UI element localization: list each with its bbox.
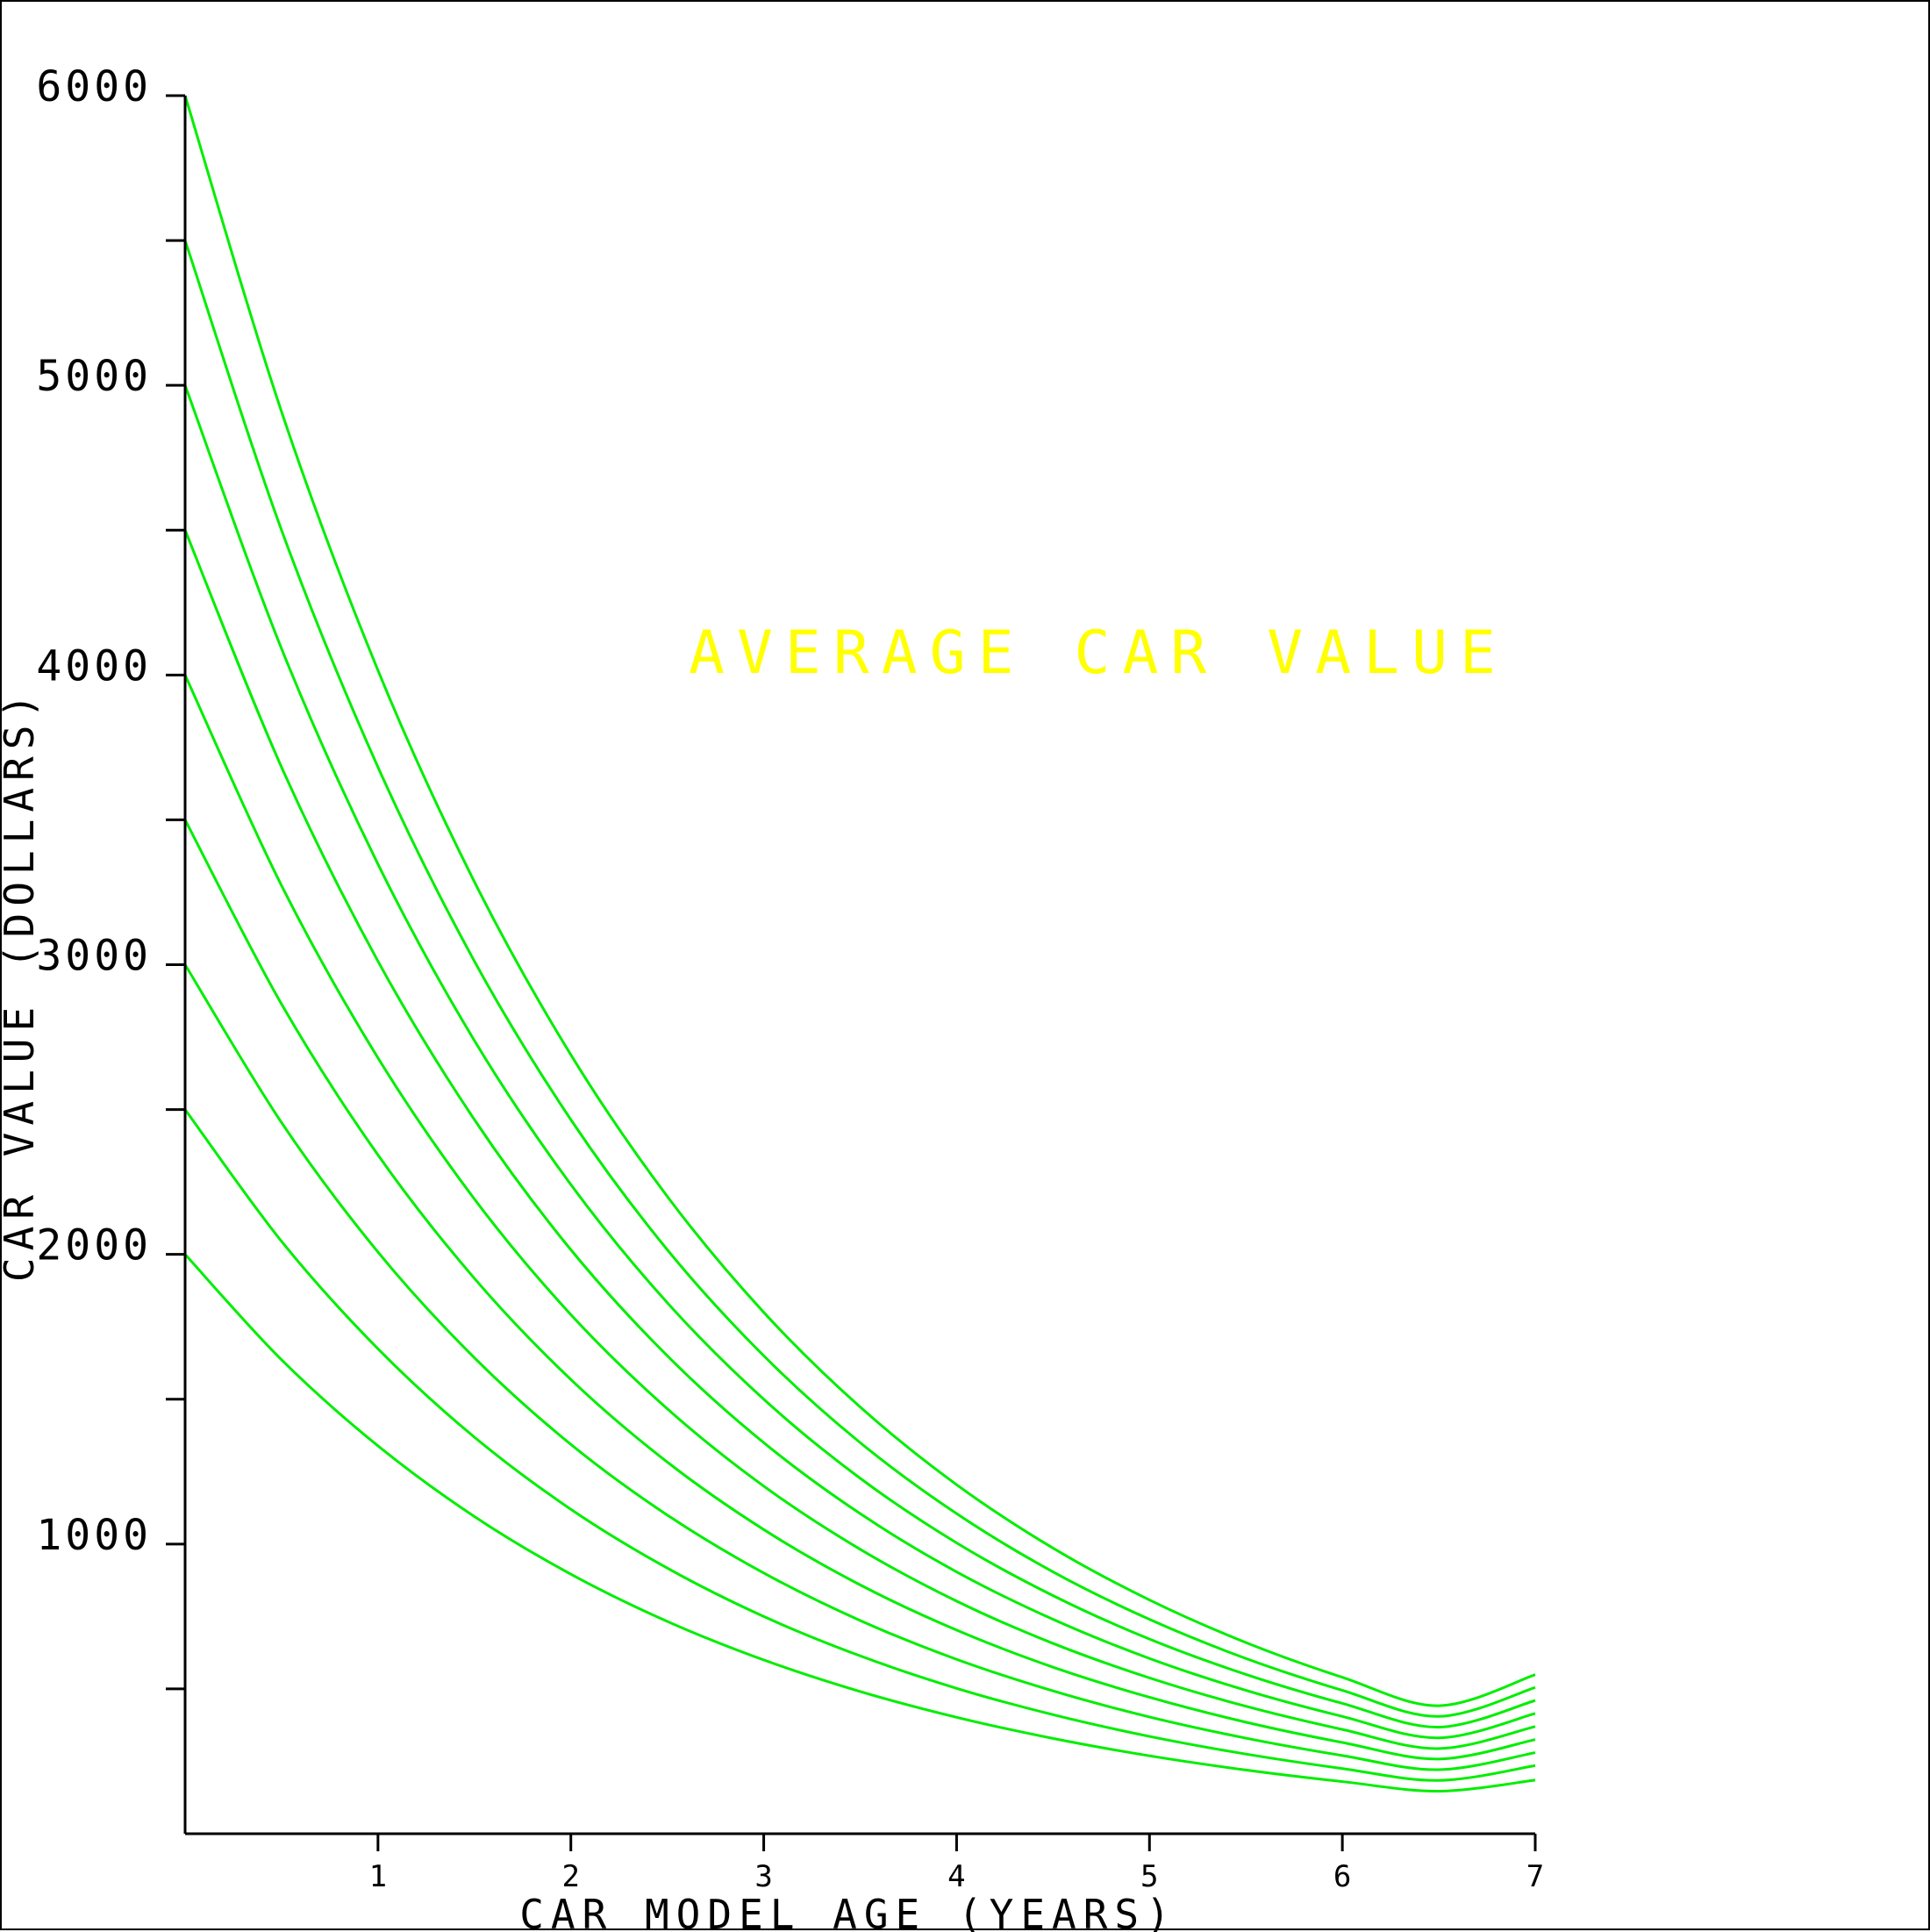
y-axis-title: CAR VALUE (DOLLARS): [2, 687, 43, 1282]
y-tick-label: 3000: [36, 932, 152, 981]
x-tick-label: 3: [754, 1859, 772, 1894]
series-layer: [183, 95, 1536, 1792]
x-tick-label: 7: [1526, 1859, 1544, 1894]
x-tick-label: 1: [369, 1859, 387, 1894]
series-line-5: [183, 674, 1536, 1750]
y-tick-label: 5000: [36, 352, 152, 401]
y-tick-label: 4000: [36, 641, 152, 691]
series-line-3: [183, 384, 1536, 1729]
y-tick-label: 2000: [36, 1221, 152, 1270]
series-line-6: [183, 819, 1536, 1761]
series-line-7: [183, 963, 1536, 1771]
series-line-9: [183, 1253, 1536, 1792]
series-line-8: [183, 1108, 1536, 1782]
axes-layer: [183, 96, 1535, 1835]
ticks-layer: 1000 2000 3000 4000 5000 6000 1 2 3 4 5 6 7: [36, 62, 1544, 1894]
x-tick-label: 6: [1333, 1859, 1351, 1894]
x-axis-title: CAR MODEL AGE (YEARS): [519, 1891, 1177, 1932]
y-tick-label: 6000: [36, 62, 152, 111]
series-line-1: [183, 95, 1536, 1707]
series-line-2: [183, 240, 1536, 1718]
x-tick-label: 5: [1140, 1859, 1158, 1894]
x-tick-label: 4: [947, 1859, 965, 1894]
chart-title: AVERAGE CAR VALUE: [689, 619, 1508, 688]
x-tick-label: 2: [561, 1859, 579, 1894]
series-line-4: [183, 529, 1536, 1740]
y-tick-label: 1000: [36, 1511, 152, 1560]
